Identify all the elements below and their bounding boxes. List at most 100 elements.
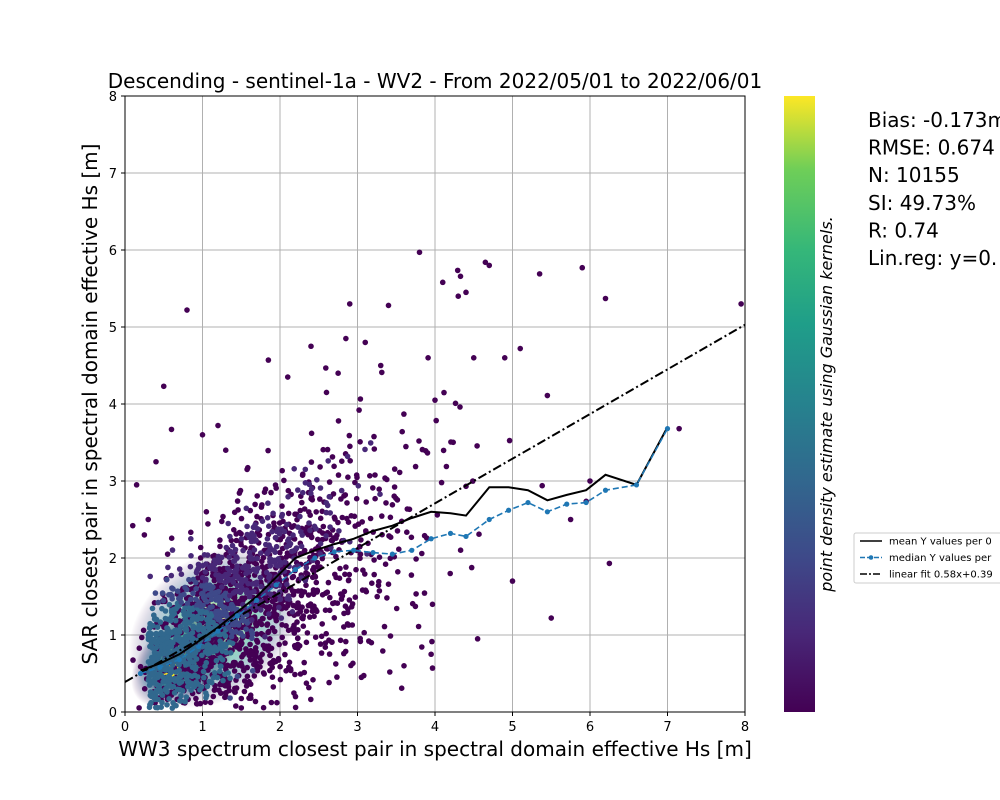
scatter-point [224,613,230,620]
x-axis-label: WW3 spectrum closest pair in spectral do… [118,737,752,761]
scatter-point [183,674,190,681]
scatter-point [194,674,201,680]
scatter-point [193,679,200,685]
scatter-point [293,545,300,551]
scatter-point [279,634,286,641]
scatter-point [363,499,370,505]
scatter-point [317,485,324,491]
scatter-point [283,554,290,560]
scatter-point [269,664,276,671]
scatter-point [244,673,251,680]
scatter-point [415,623,422,630]
outlier-point [579,264,586,271]
scatter-point [225,520,231,527]
outlier-point [548,615,555,621]
scatter-point [302,480,309,486]
scatter-point [303,564,310,571]
x-tick-label: 7 [663,720,671,735]
scatter-point [243,626,249,632]
scatter-point [164,628,170,635]
scatter-point [326,679,332,686]
scatter-point [200,668,207,675]
scatter-point [257,664,263,670]
scatter-point [189,681,195,688]
scatter-point [203,609,210,616]
scatter-point [204,683,211,690]
scatter-point [448,439,454,445]
scatter-point [237,589,244,596]
scatter-point [199,652,205,659]
scatter-point [314,477,320,483]
scatter-point [251,673,258,679]
scatter-point [284,521,290,528]
scatter-point [140,627,147,634]
scatter-point [166,675,173,681]
scatter-point [412,603,419,610]
scatter-point [154,704,161,711]
scatter-point [352,594,359,600]
y-tick-label: 2 [109,552,117,567]
scatter-point [331,463,337,470]
scatter-point [372,495,378,502]
scatter-point [148,693,155,700]
scatter-point [338,496,344,502]
outlier-point [482,259,489,266]
scatter-point [333,535,339,541]
scatter-point [190,623,196,629]
scatter-point [259,518,266,524]
scatter-point [229,576,236,583]
scatter-point [295,487,301,493]
scatter-point [268,556,274,563]
scatter-point [398,685,405,691]
median-marker [312,555,318,561]
scatter-point [297,513,303,520]
x-tick-label: 0 [121,720,129,735]
scatter-point [292,671,298,678]
scatter-point [356,407,362,413]
scatter-point [254,565,261,572]
median-marker [428,536,434,542]
scatter-point [247,657,254,663]
scatter-point [164,702,170,708]
scatter-point [270,610,276,617]
scatter-point [331,615,338,621]
scatter-point [279,503,285,509]
scatter-point [344,515,350,522]
scatter-point [371,557,377,563]
scatter-point [148,678,155,685]
scatter-point [273,562,279,568]
scatter-point [178,673,184,680]
scatter-point [325,458,332,464]
median-marker [389,551,395,557]
scatter-point [160,674,167,681]
median-marker [137,670,144,677]
scatter-point [419,550,425,557]
scatter-point [381,623,388,630]
scatter-point [317,540,324,547]
scatter-point [243,570,249,577]
scatter-point [276,641,283,648]
scatter-point [393,495,399,502]
scatter-point [362,587,369,593]
scatter-point [176,667,182,674]
scatter-point [207,604,213,611]
scatter-points [129,249,744,711]
scatter-point [305,592,312,598]
scatter-point [220,513,226,520]
scatter-point [251,533,257,539]
scatter-point [205,521,211,527]
scatter-point [223,574,230,580]
scatter-point [184,612,190,618]
scatter-point [266,542,272,548]
scatter-point [275,557,281,563]
scatter-point [347,458,354,464]
scatter-point [277,596,284,602]
scatter-point [243,646,249,652]
scatter-point [389,502,396,508]
scatter-point [324,446,331,453]
mean-line [140,426,669,672]
scatter-point [164,634,171,641]
scatter-point [272,534,279,541]
scatter-point [193,695,199,702]
scatter-point [384,595,390,601]
